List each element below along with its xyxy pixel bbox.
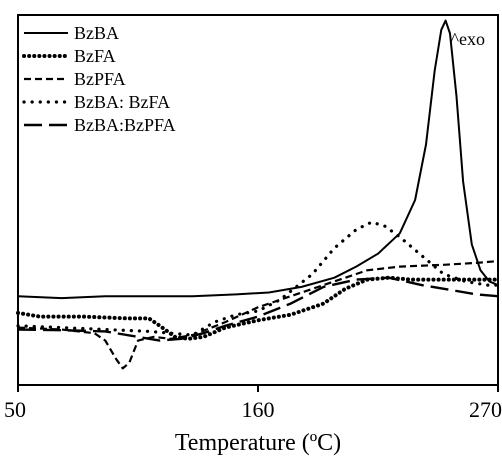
series-line-bzfa [16,275,500,341]
legend: BzBA BzFA BzPFA BzBA: BzFA BzBA:BzPFA [22,23,176,135]
x-axis-ticks: 50 160 270 [4,385,502,422]
legend-label-bzfa: BzFA [74,46,116,66]
series-line-bzba-bzfa [16,220,500,337]
x-tick-label: 50 [4,397,26,422]
series-layer [16,19,500,370]
exo-annotation: ^exo [451,29,485,49]
series-line-bzba [17,19,499,300]
legend-label-bzba-bzpfa: BzBA:BzPFA [74,115,176,135]
legend-label-bzba: BzBA [74,23,119,43]
x-axis-title: Temperature (ºC) [175,430,341,456]
series-line-bzpfa [17,260,499,370]
legend-label-bzba-bzfa: BzBA: BzFA [74,92,170,112]
series-line-bzba-bzpfa [17,276,499,342]
x-tick-label: 270 [469,397,502,422]
legend-label-bzpfa: BzPFA [74,69,126,89]
x-tick-label: 160 [242,397,275,422]
